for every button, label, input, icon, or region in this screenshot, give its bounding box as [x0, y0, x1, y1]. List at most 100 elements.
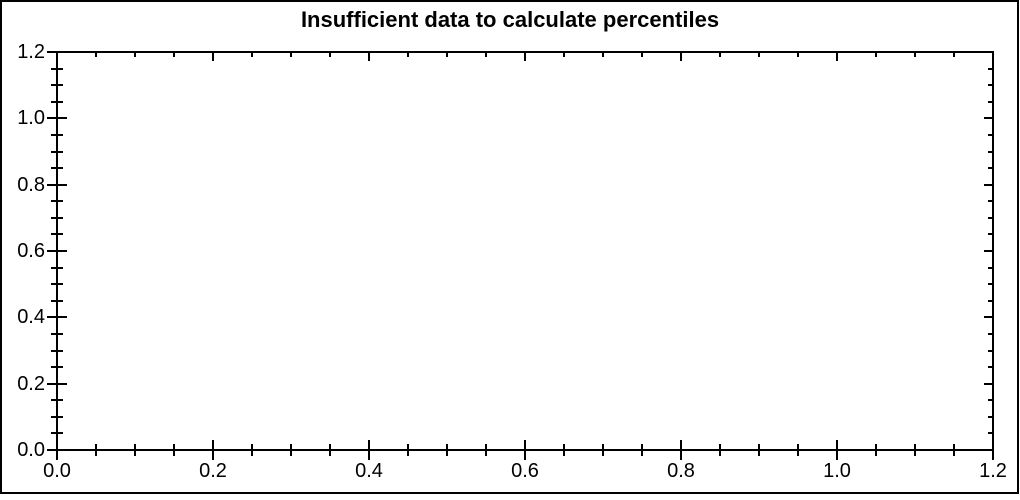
- x-axis-tick-label: 0.8: [667, 460, 695, 482]
- x-axis-minor-tick: [641, 444, 643, 456]
- y-axis-major-tick: [47, 449, 67, 451]
- x-axis-minor-tick: [758, 444, 760, 456]
- chart-title: Insufficient data to calculate percentil…: [300, 7, 720, 32]
- y-axis-right-minor-tick: [988, 167, 993, 169]
- y-axis-minor-tick: [51, 134, 63, 136]
- plot-area: [56, 51, 994, 451]
- x-axis-top-minor-tick: [758, 52, 760, 57]
- y-axis-right-major-tick: [984, 184, 993, 186]
- x-axis-top-major-tick: [836, 52, 838, 61]
- x-axis-top-minor-tick: [953, 52, 955, 57]
- y-axis-tick-label: 1.0: [17, 107, 45, 129]
- x-axis-minor-tick: [173, 444, 175, 456]
- y-axis-right-major-tick: [984, 250, 993, 252]
- x-axis-minor-tick: [290, 444, 292, 456]
- y-axis-minor-tick: [51, 167, 63, 169]
- x-axis-major-tick: [992, 440, 994, 460]
- x-axis-top-major-tick: [992, 52, 994, 61]
- x-axis-top-minor-tick: [641, 52, 643, 57]
- x-axis-top-minor-tick: [602, 52, 604, 57]
- y-axis-major-tick: [47, 250, 67, 252]
- x-axis-minor-tick: [446, 444, 448, 456]
- y-axis-minor-tick: [51, 399, 63, 401]
- x-axis-major-tick: [680, 440, 682, 460]
- x-axis-minor-tick: [914, 444, 916, 456]
- x-axis-top-minor-tick: [173, 52, 175, 57]
- y-axis-minor-tick: [51, 68, 63, 70]
- x-axis-top-minor-tick: [875, 52, 877, 57]
- y-axis-right-minor-tick: [988, 350, 993, 352]
- y-axis-minor-tick: [51, 233, 63, 235]
- x-axis-top-minor-tick: [95, 52, 97, 57]
- x-axis-minor-tick: [485, 444, 487, 456]
- y-axis-right-minor-tick: [988, 151, 993, 153]
- x-axis-minor-tick: [407, 444, 409, 456]
- x-axis-tick-label: 0.0: [43, 460, 71, 482]
- y-axis-minor-tick: [51, 101, 63, 103]
- x-axis-top-minor-tick: [446, 52, 448, 57]
- y-axis-right-minor-tick: [988, 84, 993, 86]
- y-axis-right-minor-tick: [988, 267, 993, 269]
- y-axis-major-tick: [47, 316, 67, 318]
- y-axis-tick-label: 0.6: [17, 240, 45, 262]
- y-axis-minor-tick: [51, 84, 63, 86]
- y-axis-minor-tick: [51, 151, 63, 153]
- y-axis-minor-tick: [51, 200, 63, 202]
- y-axis-minor-tick: [51, 217, 63, 219]
- x-axis-major-tick: [524, 440, 526, 460]
- x-axis-minor-tick: [602, 444, 604, 456]
- y-axis-right-minor-tick: [988, 101, 993, 103]
- x-axis-minor-tick: [134, 444, 136, 456]
- y-axis-major-tick: [47, 383, 67, 385]
- x-axis-top-minor-tick: [797, 52, 799, 57]
- x-axis-tick-label: 0.2: [199, 460, 227, 482]
- x-axis-minor-tick: [719, 444, 721, 456]
- y-axis-right-minor-tick: [988, 432, 993, 434]
- y-axis-right-major-tick: [984, 117, 993, 119]
- x-axis-top-minor-tick: [134, 52, 136, 57]
- x-axis-top-minor-tick: [719, 52, 721, 57]
- y-axis-right-major-tick: [984, 383, 993, 385]
- y-axis-minor-tick: [51, 366, 63, 368]
- y-axis-right-minor-tick: [988, 283, 993, 285]
- x-axis-top-minor-tick: [914, 52, 916, 57]
- y-axis-right-major-tick: [984, 51, 993, 53]
- y-axis-minor-tick: [51, 432, 63, 434]
- y-axis-right-major-tick: [984, 449, 993, 451]
- x-axis-top-major-tick: [524, 52, 526, 61]
- y-axis-tick-label: 0.8: [17, 174, 45, 196]
- x-axis-top-minor-tick: [329, 52, 331, 57]
- x-axis-major-tick: [212, 440, 214, 460]
- y-axis-right-minor-tick: [988, 399, 993, 401]
- y-axis-right-minor-tick: [988, 134, 993, 136]
- x-axis-tick-label: 0.6: [511, 460, 539, 482]
- x-axis-top-minor-tick: [407, 52, 409, 57]
- y-axis-major-tick: [47, 184, 67, 186]
- x-axis-top-major-tick: [212, 52, 214, 61]
- x-axis-top-minor-tick: [290, 52, 292, 57]
- y-axis-tick-label: 1.2: [17, 41, 45, 63]
- x-axis-major-tick: [368, 440, 370, 460]
- y-axis-major-tick: [47, 51, 67, 53]
- y-axis-minor-tick: [51, 267, 63, 269]
- y-axis-minor-tick: [51, 300, 63, 302]
- y-axis-right-minor-tick: [988, 233, 993, 235]
- x-axis-tick-label: 1.0: [823, 460, 851, 482]
- y-axis-right-major-tick: [984, 316, 993, 318]
- x-axis-tick-label: 0.4: [355, 460, 383, 482]
- y-axis-right-minor-tick: [988, 333, 993, 335]
- y-axis-minor-tick: [51, 283, 63, 285]
- x-axis-top-major-tick: [56, 52, 58, 61]
- y-axis-right-minor-tick: [988, 200, 993, 202]
- y-axis-tick-label: 0.4: [17, 306, 45, 328]
- x-axis-minor-tick: [95, 444, 97, 456]
- y-axis-minor-tick: [51, 416, 63, 418]
- x-axis-tick-label: 1.2: [979, 460, 1007, 482]
- y-axis-right-minor-tick: [988, 416, 993, 418]
- y-axis-right-minor-tick: [988, 217, 993, 219]
- x-axis-top-major-tick: [368, 52, 370, 61]
- x-axis-minor-tick: [797, 444, 799, 456]
- y-axis-tick-label: 0.0: [17, 439, 45, 461]
- x-axis-minor-tick: [875, 444, 877, 456]
